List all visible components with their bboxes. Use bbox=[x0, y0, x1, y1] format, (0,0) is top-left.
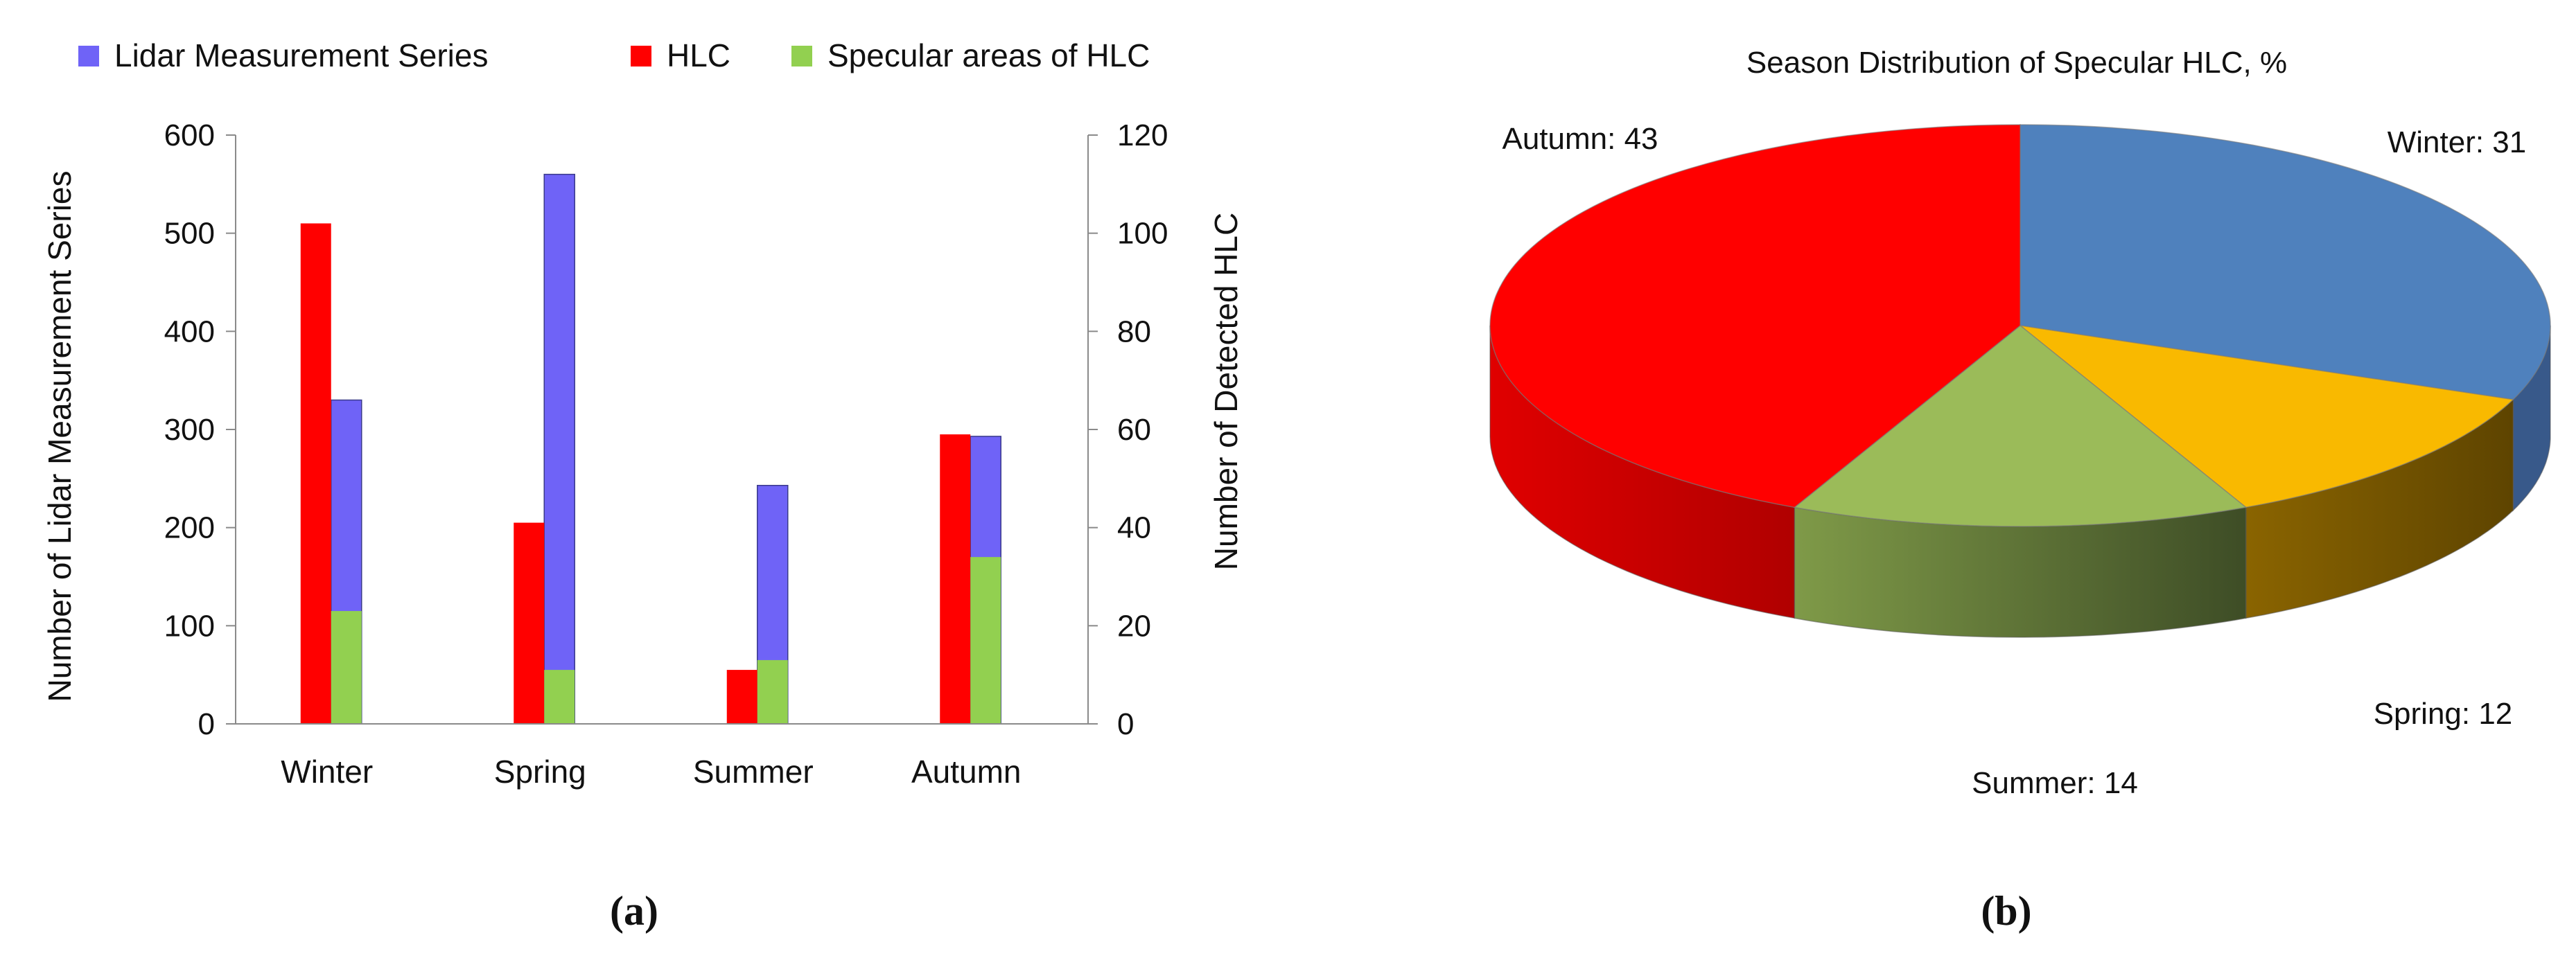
pie-slice-winter bbox=[2019, 124, 2551, 400]
pie-slice-spring bbox=[2018, 324, 2514, 508]
right-tick-label: 80 bbox=[1117, 314, 1151, 348]
left-tick-label: 0 bbox=[198, 707, 215, 741]
legend-label: Specular areas of HLC bbox=[827, 37, 1150, 73]
left-tick-label: 400 bbox=[164, 314, 215, 348]
right-tick-label: 100 bbox=[1117, 217, 1168, 251]
bar-axes bbox=[226, 134, 1098, 725]
left-tick-label: 200 bbox=[164, 511, 215, 545]
pie-title: Season Distribution of Specular HLC, % bbox=[1746, 46, 2287, 80]
bar-chart: Lidar Measurement Series HLC Specular area… bbox=[42, 37, 1244, 934]
pie-labels: Winter: 31 Spring: 12 Summer: 14 Autumn: 43 bbox=[1502, 122, 2526, 800]
pie-side-walls bbox=[1489, 325, 2551, 638]
legend-swatch bbox=[791, 46, 812, 66]
legend-label: HLC bbox=[667, 37, 730, 73]
right-tick-label: 120 bbox=[1117, 118, 1168, 152]
bar-specular-summer bbox=[757, 659, 788, 724]
bar-hlc-spring bbox=[514, 522, 545, 724]
bar-hlc-winter bbox=[300, 223, 331, 724]
bar-tick-labels: 0 0 100 20 200 40 300 60 400 80 500 100 600 120 Winter… bbox=[164, 118, 1168, 790]
bar-hlc-summer bbox=[726, 670, 757, 724]
category-label-autumn: Autumn bbox=[911, 754, 1022, 790]
legend-label: Lidar Measurement Series bbox=[114, 37, 488, 73]
legend-swatch bbox=[78, 46, 99, 66]
right-tick-label: 40 bbox=[1117, 511, 1151, 545]
pie-label-autumn: Autumn: 43 bbox=[1502, 122, 1658, 156]
left-tick-label: 500 bbox=[164, 217, 215, 251]
right-tick-label: 20 bbox=[1117, 609, 1151, 643]
bar-marks bbox=[300, 173, 1001, 725]
right-axis-title: Number of Detected HLC bbox=[1208, 213, 1244, 570]
bar-hlc-autumn bbox=[940, 434, 971, 724]
category-label-summer: Summer bbox=[693, 754, 814, 790]
panel-label-a: (a) bbox=[610, 888, 658, 934]
bar-plot-area: 0 0 100 20 200 40 300 60 400 80 500 100 600 120 Winter… bbox=[164, 118, 1168, 790]
pie-chart: Season Distribution of Specular HLC, % W… bbox=[1489, 46, 2551, 934]
left-tick-label: 100 bbox=[164, 609, 215, 643]
left-axis-title: Number of Lidar Measurement Series bbox=[42, 171, 78, 702]
category-label-spring: Spring bbox=[494, 754, 586, 790]
bar-lidar-spring bbox=[543, 173, 575, 725]
pie-label-spring: Spring: 12 bbox=[2374, 697, 2513, 731]
legend-swatch bbox=[631, 46, 651, 66]
category-label-winter: Winter bbox=[281, 754, 373, 790]
right-tick-label: 60 bbox=[1117, 413, 1151, 447]
pie-label-winter: Winter: 31 bbox=[2387, 125, 2527, 159]
bar-specular-autumn bbox=[970, 557, 1001, 724]
panel-label-b: (b) bbox=[1981, 888, 2031, 934]
pie-label-summer: Summer: 14 bbox=[1972, 766, 2138, 800]
pie-slice-autumn bbox=[1489, 124, 2021, 508]
right-tick-label: 0 bbox=[1117, 707, 1134, 741]
pie-slice-summer bbox=[1793, 325, 2248, 527]
bar-specular-spring bbox=[544, 670, 575, 724]
left-tick-label: 300 bbox=[164, 413, 215, 447]
pie-slices bbox=[1489, 124, 2551, 527]
bar-specular-winter bbox=[331, 611, 362, 724]
left-tick-label: 600 bbox=[164, 118, 215, 152]
bar-legend: Lidar Measurement Series HLC Specular area… bbox=[78, 37, 1150, 73]
